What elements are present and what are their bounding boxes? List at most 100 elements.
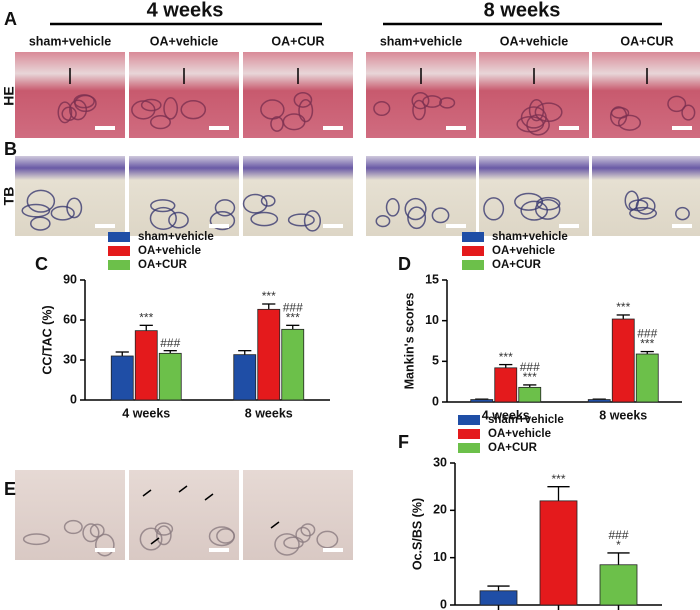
y-tick-label: 20 <box>433 503 447 517</box>
y-axis-label: CC/TAC (%) <box>40 305 54 374</box>
tissue-feature <box>483 197 505 221</box>
y-tick-label: 0 <box>70 392 77 406</box>
tissue-feature <box>274 533 300 556</box>
bar <box>158 352 182 401</box>
tissue-feature <box>629 206 658 220</box>
scale-bar <box>323 224 343 228</box>
panel-label: A <box>4 9 17 29</box>
histology-image <box>366 52 476 138</box>
tissue-feature <box>26 189 56 213</box>
tissue-feature <box>404 197 427 221</box>
significance-mark: ### <box>637 327 657 341</box>
tissue-feature <box>514 192 544 211</box>
tissue-feature <box>242 193 268 214</box>
tissue-feature <box>536 196 561 211</box>
tissue-feature <box>411 91 430 110</box>
panel-label: D <box>398 254 411 274</box>
legend-swatch <box>458 415 480 425</box>
tissue-feature <box>375 214 391 228</box>
scale-bar <box>95 548 115 552</box>
bar <box>110 355 134 401</box>
significance-mark: ### <box>520 360 540 374</box>
scale-bar <box>209 548 229 552</box>
legend-swatch <box>458 443 480 453</box>
bar <box>587 399 611 403</box>
significance-mark: ### <box>283 301 303 315</box>
legend-swatch <box>108 260 130 270</box>
tissue-feature <box>534 198 561 220</box>
significance-mark: *** <box>640 337 654 351</box>
arrow <box>270 521 280 529</box>
legend-label: OA+CUR <box>488 442 538 454</box>
tissue-feature <box>163 97 179 120</box>
tissue-feature <box>50 205 75 221</box>
bar <box>611 318 635 403</box>
histology-image <box>366 156 476 236</box>
tissue-feature <box>617 114 642 131</box>
tissue-feature <box>63 519 83 535</box>
arrow <box>204 493 214 501</box>
tissue-feature <box>82 523 100 543</box>
legend-label: sham+vehicle <box>488 414 564 426</box>
arrow <box>178 485 188 493</box>
tissue-feature <box>675 206 690 221</box>
tissue-feature <box>385 197 400 217</box>
tissue-feature <box>21 203 51 218</box>
bar <box>479 590 518 606</box>
tissue-feature <box>69 99 88 121</box>
histology-image <box>15 156 125 236</box>
tissue-feature <box>520 200 549 221</box>
x-tick-label: 4 weeks <box>122 406 170 420</box>
tissue-feature <box>74 94 97 113</box>
scale-bar <box>95 224 115 228</box>
y-tick-label: 10 <box>433 550 447 564</box>
bar <box>257 308 281 401</box>
tissue-feature <box>431 207 450 224</box>
tissue-feature <box>298 98 314 123</box>
tissue-feature <box>154 522 174 536</box>
tissue-feature <box>156 525 172 546</box>
tissue-feature <box>303 210 322 232</box>
significance-mark: ### <box>160 336 180 350</box>
legend-label: OA+vehicle <box>492 245 555 257</box>
group-label: OA+vehicle <box>500 34 568 48</box>
y-tick-label: 0 <box>440 597 447 610</box>
legend-swatch <box>108 232 130 242</box>
panel-label: F <box>398 432 409 452</box>
significance-mark: *** <box>262 289 276 303</box>
histology-image <box>592 156 700 236</box>
scale-bar <box>446 126 466 130</box>
legend-swatch <box>462 260 484 270</box>
tissue-feature <box>282 113 306 131</box>
scale-bar <box>559 224 579 228</box>
histology-image <box>129 52 239 138</box>
bar <box>233 354 257 401</box>
bar <box>635 353 659 403</box>
bar <box>539 500 578 606</box>
scale-bar <box>323 126 343 130</box>
histology-image <box>129 156 239 236</box>
legend-label: sham+vehicle <box>492 231 568 243</box>
significance-mark: *** <box>286 311 300 325</box>
tissue-feature <box>95 533 115 557</box>
panel-label: C <box>35 254 48 274</box>
group-label: sham+vehicle <box>29 34 111 48</box>
histology-image <box>129 470 239 560</box>
tissue-feature <box>628 199 649 212</box>
arrow <box>150 537 160 545</box>
tissue-feature <box>180 99 207 120</box>
group-label: OA+CUR <box>620 34 673 48</box>
y-tick-label: 15 <box>425 272 439 286</box>
tissue-feature <box>439 97 456 109</box>
group-label: OA+CUR <box>271 34 324 48</box>
tissue-feature <box>57 101 73 124</box>
tissue-feature <box>216 528 235 544</box>
tissue-feature <box>283 536 304 550</box>
significance-mark: *** <box>616 300 630 314</box>
tissue-feature <box>526 114 550 136</box>
bar <box>134 330 158 401</box>
y-tick-label: 90 <box>63 272 77 286</box>
legend-label: sham+vehicle <box>138 231 214 243</box>
legend-swatch <box>458 429 480 439</box>
